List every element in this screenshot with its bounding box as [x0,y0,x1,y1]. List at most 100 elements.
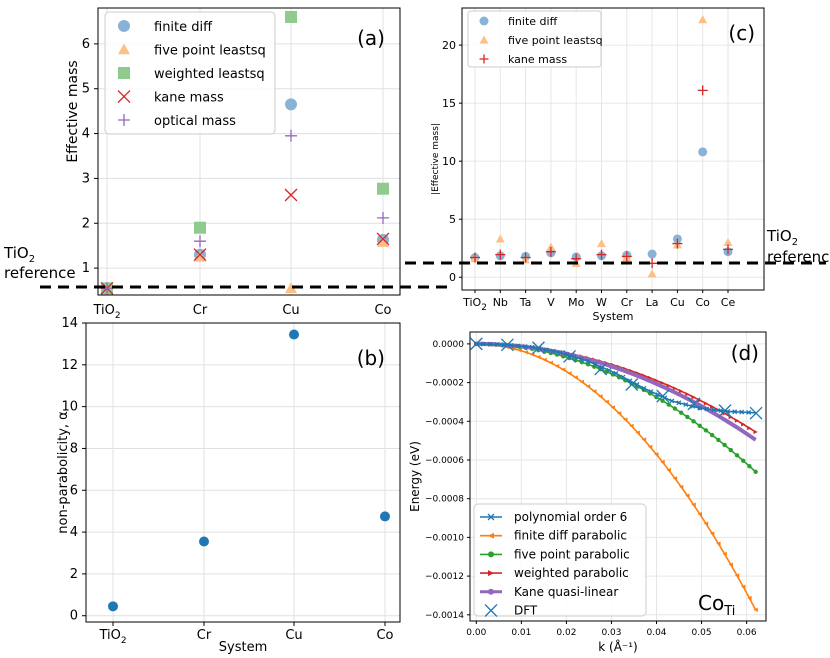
data-point [480,341,486,347]
data-point [470,252,480,263]
data-point [716,437,721,443]
y-tick-label: 5 [82,82,90,97]
data-point [623,417,628,422]
y-tick-label: 4 [70,525,78,540]
data-point [585,384,591,389]
y-tick-label: −0.0010 [425,533,464,543]
data-point [660,459,665,465]
y-tick-label: −0.0008 [425,495,464,505]
legend-marker [117,90,131,103]
data-point [634,382,640,388]
data-point [621,251,632,262]
data-point [641,385,647,391]
y-tick-label: 6 [70,483,78,498]
legend-marker [484,604,498,617]
data-point [641,437,647,442]
x-tick-label: V [547,296,555,309]
data-point [703,521,709,526]
data-point [578,356,584,362]
data-point [597,239,606,248]
x-tick-label: Mo [568,296,584,309]
data-point [718,404,732,418]
panel-label: (a) [357,26,385,50]
data-point [522,344,528,350]
data-point [573,375,578,380]
data-point [709,432,715,438]
x-tick-label: Cu [282,303,299,318]
x-axis-label: System [219,640,267,655]
data-point [598,394,603,399]
legend-marker [479,35,489,44]
x-tick-label: Cr [621,296,634,309]
legend-label: weighted parabolic [514,566,629,580]
data-point [672,476,678,481]
x-tick-label: Nb [493,296,508,309]
data-point [532,341,545,355]
y-tick-label: −0.0004 [425,417,464,427]
x-tick-label: Cu [670,296,685,309]
panel-label: (b) [357,346,385,370]
data-point [604,399,609,404]
data-point [747,595,752,601]
data-point [685,391,690,397]
y-tick-label: 8 [70,441,78,456]
data-point [289,329,299,340]
data-point [594,362,608,376]
y-axis-label: |Effective mass| [431,123,441,195]
legend-label: Kane quasi-linear [514,585,618,599]
data-point [666,402,671,407]
data-point [108,601,118,612]
data-point [741,584,746,589]
data-point [753,607,758,613]
data-point [672,386,678,391]
data-point [647,269,657,278]
y-tick-label: 2 [82,216,90,231]
data-point [284,188,298,202]
legend-label: five point leastsq [508,34,603,47]
data-point [543,347,549,353]
data-point [703,401,709,406]
x-tick-label: Cr [193,303,208,318]
y-tick-label: 14 [61,316,78,331]
x-tick-label: Cu [285,628,302,643]
x-tick-label: 0.01 [511,628,531,638]
data-point [546,242,556,251]
data-point [199,536,209,547]
legend-marker [488,532,494,539]
legend-label: optical mass [154,114,236,129]
data-point [749,406,763,420]
data-point [377,236,389,247]
legend-box [467,10,602,68]
data-point [610,372,616,377]
panel-label: (c) [728,21,755,45]
data-point [596,249,607,260]
data-point [592,389,597,394]
data-point [548,360,553,365]
x-tick-label: TiO2 [92,303,120,321]
y-tick-label: −0.0012 [425,572,464,582]
y-tick-label: −0.0014 [425,611,464,621]
data-point [613,370,619,376]
data-point [561,367,566,372]
data-point [747,425,752,431]
legend-label: kane mass [154,91,224,106]
legend-label: five point parabolic [514,547,630,561]
data-point [654,452,659,457]
data-point [709,531,715,536]
legend: finite diff five point leastsq kane mass [467,10,603,68]
panel-b: TiO2 Cr Cu Co 0 2 4 6 8 10 12 14 non-parabolicity, α… [56,316,401,655]
legend-label: polynomial order 6 [514,510,627,524]
data-point [666,467,671,473]
y-tick-label: 0 [70,609,78,624]
x-tick-label: 0.02 [556,628,576,638]
x-tick-label: TiO2 [98,628,126,646]
data-point [739,409,745,415]
legend-label: finite diff parabolic [514,529,627,543]
data-point [697,405,703,411]
data-point [711,407,717,413]
x-tick-label: 0.00 [466,628,486,638]
data-point [606,367,612,373]
y-axis-label: Energy (eV) [408,441,422,512]
data-point [753,429,758,435]
